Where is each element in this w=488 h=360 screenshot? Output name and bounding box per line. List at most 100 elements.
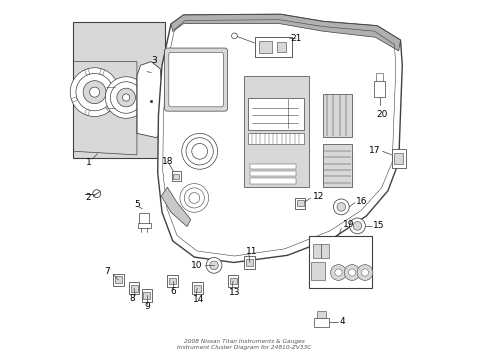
- Bar: [373, 81, 384, 97]
- Circle shape: [185, 138, 213, 165]
- Bar: [139, 213, 149, 224]
- Bar: [296, 200, 303, 207]
- Bar: [310, 262, 324, 280]
- Text: 18: 18: [162, 157, 173, 166]
- Circle shape: [70, 68, 119, 117]
- Bar: [249, 171, 296, 176]
- Text: 10: 10: [191, 261, 202, 270]
- Text: 16: 16: [356, 197, 367, 206]
- Bar: [376, 73, 382, 81]
- Circle shape: [209, 261, 218, 270]
- Bar: [254, 37, 292, 57]
- FancyBboxPatch shape: [164, 48, 227, 111]
- Text: 20: 20: [375, 110, 387, 119]
- Circle shape: [334, 269, 341, 276]
- Circle shape: [191, 143, 207, 159]
- Bar: [247, 133, 303, 144]
- Text: 21: 21: [290, 34, 302, 43]
- Circle shape: [333, 199, 348, 215]
- Bar: [113, 274, 123, 286]
- Bar: [229, 278, 236, 284]
- Bar: [227, 275, 238, 287]
- Text: 17: 17: [368, 146, 380, 155]
- Text: 8: 8: [129, 294, 135, 303]
- Circle shape: [105, 77, 147, 118]
- Bar: [323, 94, 351, 137]
- Text: 15: 15: [372, 221, 384, 230]
- Circle shape: [117, 88, 135, 107]
- Circle shape: [349, 218, 365, 234]
- Circle shape: [361, 269, 368, 276]
- Bar: [320, 244, 329, 258]
- Circle shape: [89, 87, 100, 97]
- Text: 7: 7: [104, 267, 110, 276]
- Bar: [191, 282, 202, 294]
- Bar: [244, 256, 255, 269]
- Circle shape: [330, 265, 346, 280]
- Circle shape: [231, 33, 237, 39]
- Bar: [84, 109, 90, 115]
- Circle shape: [356, 265, 372, 280]
- Bar: [167, 275, 178, 287]
- Text: 4: 4: [339, 317, 345, 326]
- Text: 11: 11: [245, 247, 257, 256]
- Bar: [246, 259, 253, 266]
- Circle shape: [110, 82, 142, 113]
- Bar: [73, 22, 164, 158]
- Bar: [128, 282, 139, 294]
- Text: 5: 5: [134, 200, 140, 209]
- Text: 2008 Nissan Titan Instruments & Gauges
Instrument Cluster Diagram for 24810-ZV33: 2008 Nissan Titan Instruments & Gauges I…: [177, 339, 311, 350]
- Circle shape: [206, 257, 222, 273]
- Text: 1: 1: [85, 158, 91, 167]
- Text: 19: 19: [343, 220, 354, 229]
- Circle shape: [93, 190, 101, 198]
- Bar: [249, 178, 296, 184]
- Bar: [143, 292, 150, 299]
- Bar: [323, 144, 351, 187]
- Polygon shape: [158, 14, 402, 262]
- Circle shape: [348, 269, 355, 276]
- Circle shape: [184, 188, 204, 208]
- Bar: [247, 98, 303, 130]
- Bar: [105, 105, 111, 112]
- Bar: [258, 41, 272, 53]
- Text: 12: 12: [312, 192, 324, 201]
- Bar: [99, 69, 104, 75]
- Text: 3: 3: [151, 57, 157, 66]
- Polygon shape: [137, 62, 163, 138]
- Bar: [317, 311, 325, 318]
- Circle shape: [180, 184, 208, 212]
- Circle shape: [352, 222, 361, 230]
- Circle shape: [336, 203, 345, 211]
- Polygon shape: [161, 187, 190, 226]
- FancyBboxPatch shape: [168, 52, 223, 107]
- Bar: [308, 235, 371, 288]
- Text: 9: 9: [144, 302, 149, 311]
- Text: 2: 2: [85, 193, 90, 202]
- Circle shape: [76, 73, 113, 111]
- Bar: [130, 285, 137, 292]
- Bar: [137, 223, 150, 228]
- Bar: [84, 69, 90, 75]
- Text: 14: 14: [193, 294, 204, 303]
- Bar: [71, 97, 77, 102]
- Bar: [312, 244, 321, 258]
- Bar: [276, 42, 285, 51]
- Circle shape: [83, 81, 106, 104]
- Polygon shape: [171, 14, 400, 51]
- Bar: [393, 153, 402, 164]
- Bar: [112, 82, 118, 87]
- Bar: [294, 198, 305, 209]
- Bar: [391, 149, 405, 168]
- Bar: [171, 171, 181, 181]
- Text: 13: 13: [228, 288, 240, 297]
- Text: 6: 6: [169, 287, 175, 296]
- Circle shape: [122, 94, 129, 101]
- Bar: [169, 278, 176, 284]
- Bar: [244, 76, 308, 187]
- Bar: [115, 276, 122, 283]
- Bar: [142, 289, 152, 302]
- Circle shape: [188, 193, 199, 203]
- Circle shape: [344, 265, 359, 280]
- Bar: [313, 318, 329, 327]
